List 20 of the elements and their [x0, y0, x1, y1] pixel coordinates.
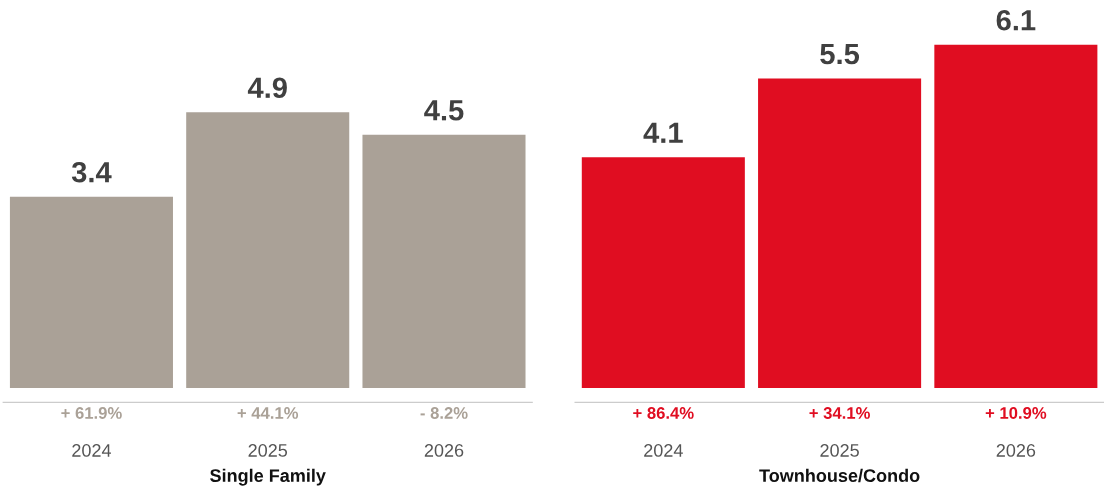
x-axis-title: Townhouse/Condo [759, 468, 920, 483]
x-tick-label: 2025 [820, 444, 859, 457]
data-label: 5.5 [820, 43, 860, 65]
data-label: 6.1 [996, 9, 1036, 31]
x-tick-label: 2026 [996, 444, 1036, 457]
data-label: 4.1 [643, 122, 683, 143]
annotation: + 34.1% [809, 407, 870, 419]
x-tick-label: 2025 [248, 444, 288, 457]
data-label: 4.9 [247, 77, 287, 99]
x-tick-label: 2024 [72, 444, 111, 457]
annotation: + 44.1% [237, 407, 299, 419]
annotation: - 8.2% [420, 407, 468, 419]
annotation: + 61.9% [61, 407, 122, 419]
x-tick-label: 2026 [424, 444, 464, 457]
x-tick-label: 2024 [644, 444, 683, 457]
annotation: + 10.9% [985, 407, 1047, 419]
x-axis-title: Single Family [210, 468, 326, 486]
data-label: 4.5 [424, 100, 464, 121]
annotation: + 86.4% [633, 407, 694, 419]
data-label: 3.4 [71, 161, 112, 183]
